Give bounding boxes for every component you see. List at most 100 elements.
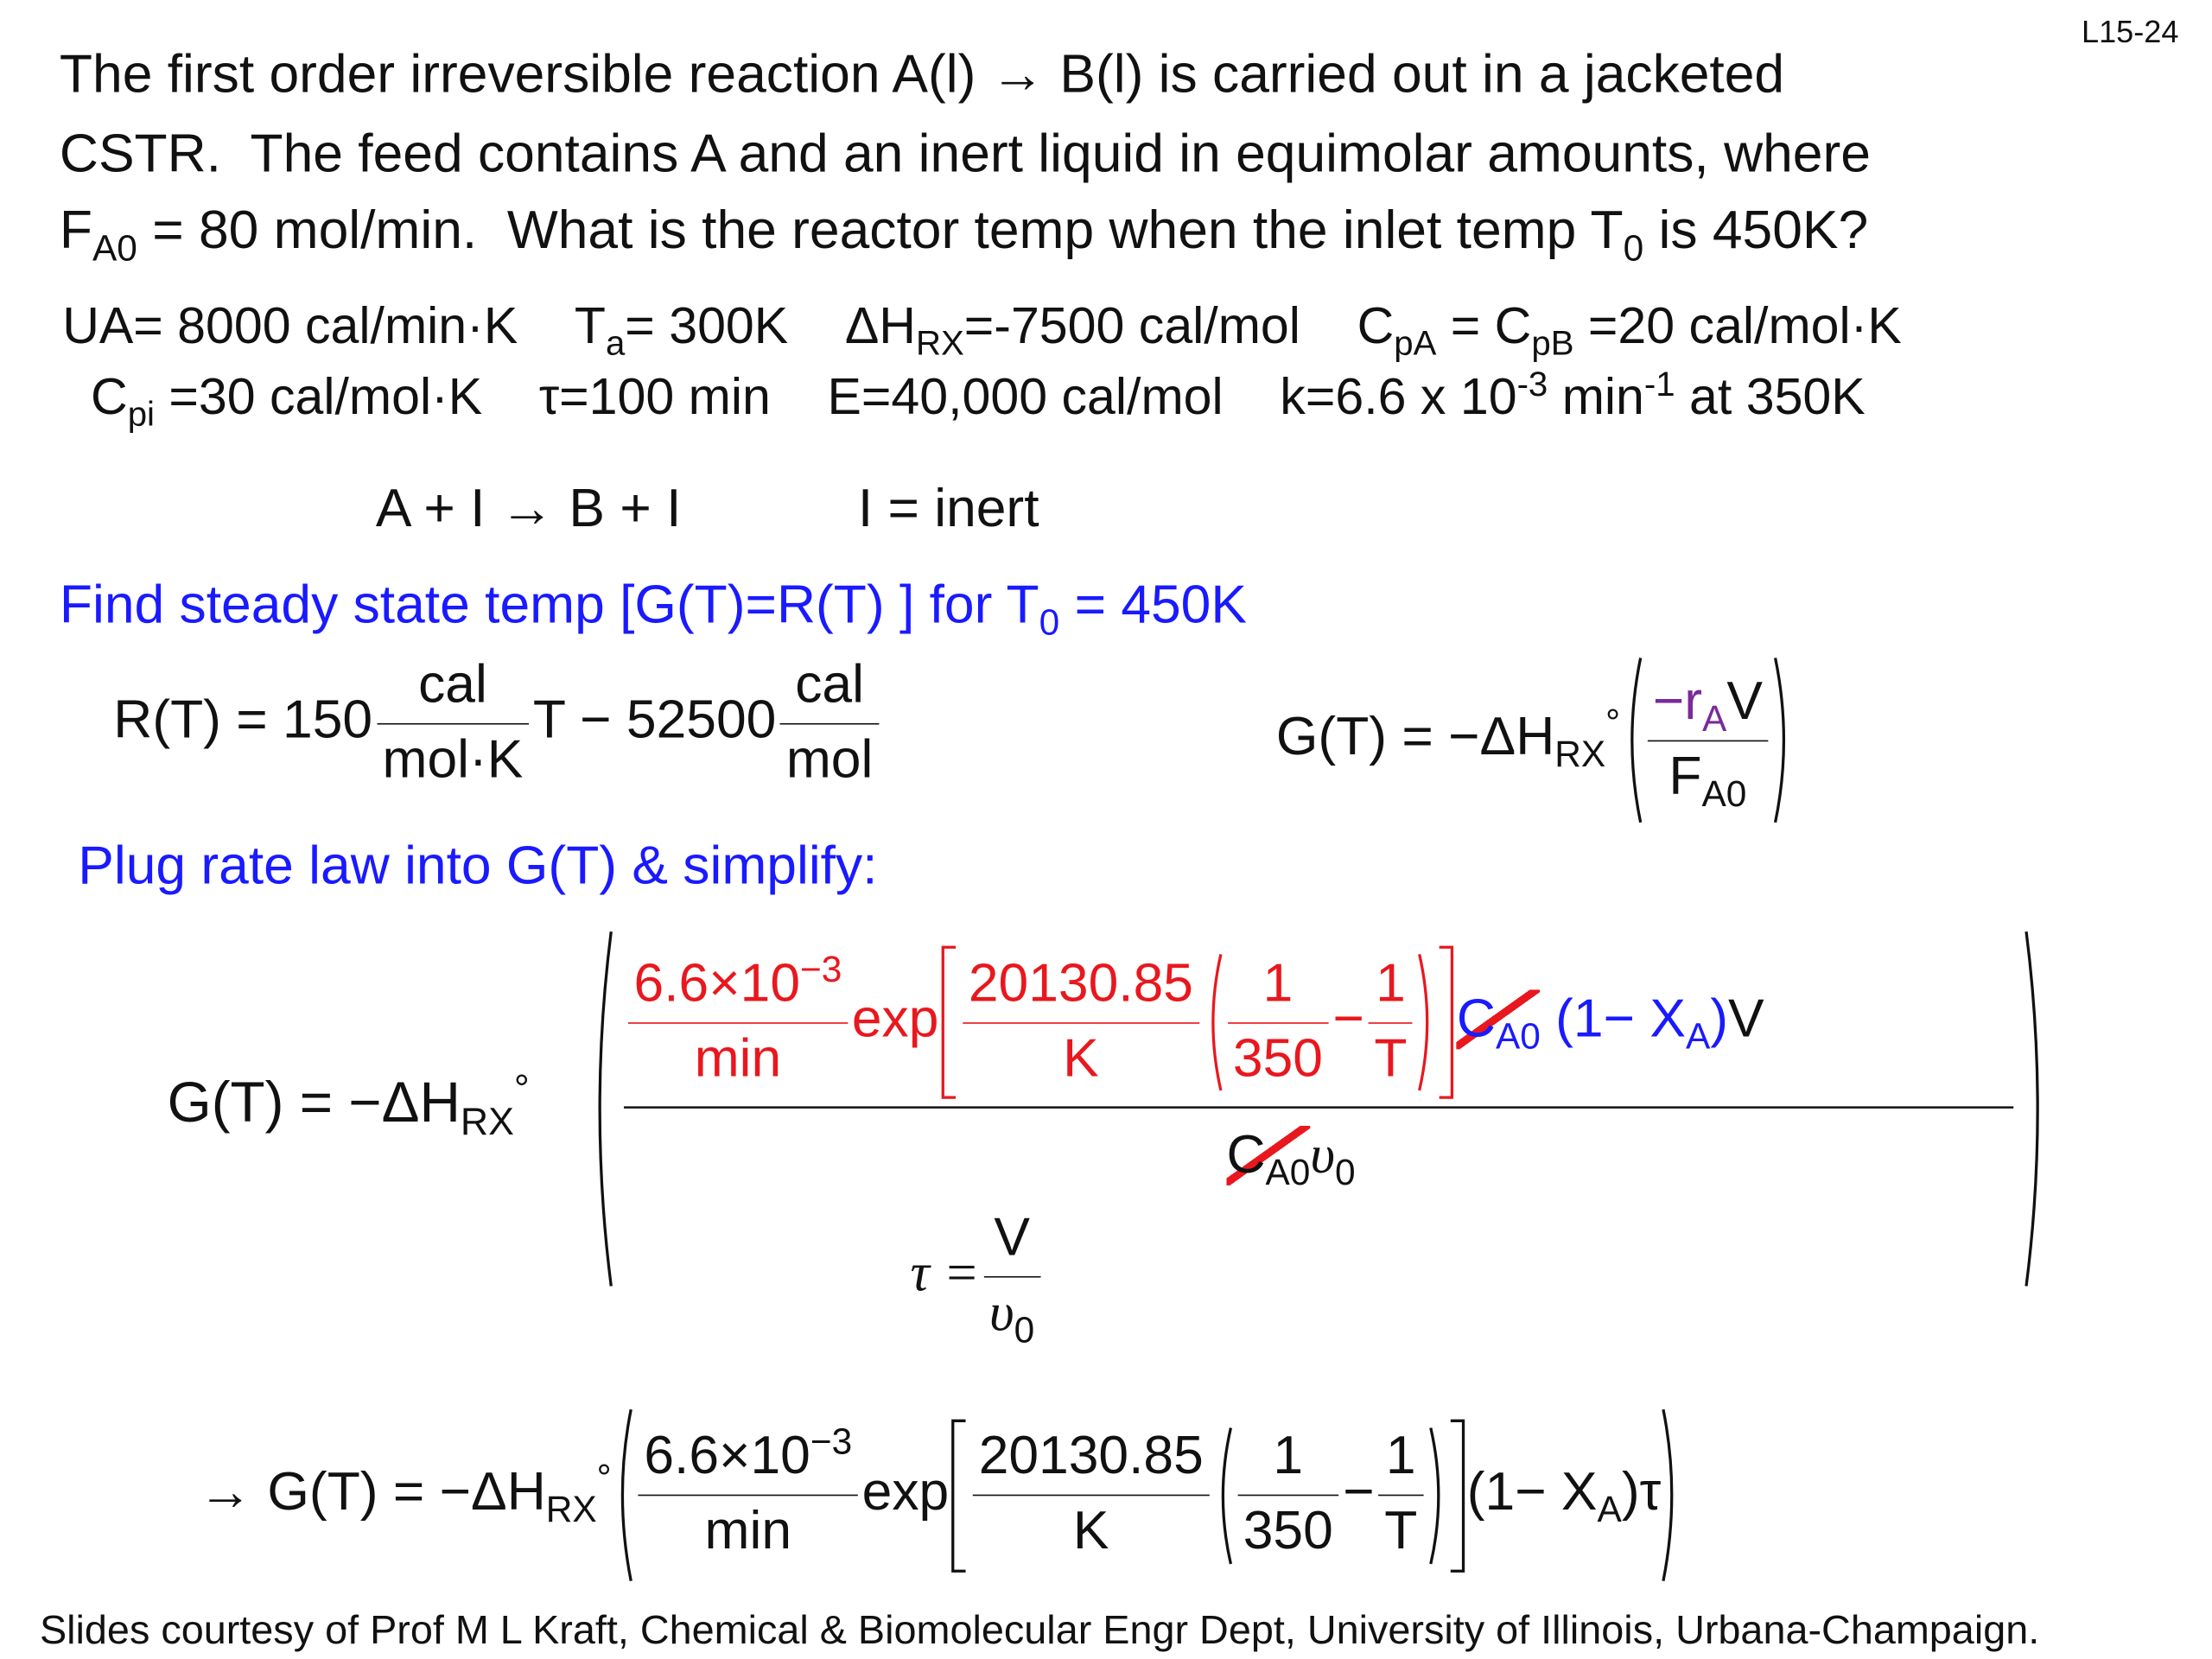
problem-line: The first order irreversible reaction A(… [59,45,1785,105]
text: RX [545,1490,597,1530]
text: G(T) = −ΔH [1275,707,1555,767]
heading: Plug rate law into G(T) & simplify: [78,836,878,897]
layout: 20130.85 K [963,954,1199,1090]
big-numerator: 6.6×10−3 min exp 20130.85 K 1 350−1 T CA0 (1− XA… [624,944,1764,1101]
layout [1211,954,1222,1091]
paren [1418,954,1429,1091]
text: − [1343,1462,1375,1522]
text: υ [1310,1125,1336,1185]
paren [1662,1408,1674,1582]
layout [1774,658,1786,823]
text: V [1726,671,1763,732]
paren [1211,954,1222,1091]
paren [1630,658,1642,823]
text: −3 [800,950,842,990]
text: 20130.85 [963,954,1199,1024]
text: τ=100 min [538,367,771,426]
text: V [983,1208,1040,1278]
text: 1 [1368,954,1414,1024]
text: (1− X [1466,1462,1598,1522]
text: A [1597,1490,1622,1530]
text: V [1728,989,1764,1050]
bracket [951,1418,966,1573]
layout [951,1418,966,1573]
text: -3 [1516,365,1548,404]
big-denominator: CA0υ0 [1226,1125,1356,1192]
text: mol·K [382,729,524,790]
body: L15-24 The first order irreversible reac… [39,16,2179,1651]
text: a [605,325,626,364]
layout: 6.6×10−3 min exp 20130.85 K 1 350−1 T [624,945,1457,1099]
text: pB [1531,325,1574,364]
layout: CA0 [1456,989,1541,1056]
text: RX [460,1098,514,1143]
text: 0 [1014,1310,1035,1351]
text: A0 [1701,774,1747,815]
text: A0 [1495,1017,1541,1058]
parameters: Cpi =30 cal/mol·K τ=100 min E=40,000 cal/m… [91,367,1866,432]
text: RX [1554,735,1606,776]
text: 1 [1227,954,1329,1024]
text: C [1226,1125,1266,1185]
text: 350 [1243,1501,1333,1561]
text: C [1357,296,1395,355]
paren [1774,658,1786,823]
footer: Slides courtesy of Prof M L Kraft, Chemi… [39,1607,2040,1654]
text: G(T) = −ΔH [167,1071,461,1135]
text: min [1548,367,1644,426]
problem-line: CSTR. The feed contains A and an inert l… [59,124,1871,185]
text: exp [851,989,939,1050]
bracket [1450,1418,1465,1573]
layout [1450,1418,1465,1573]
text: 6.6×10 [644,1427,810,1487]
layout: cal mol·K [376,655,529,791]
layout: 6.6×10−3 min [638,1425,858,1563]
text: min [694,1028,782,1089]
layout: 1 350 [1237,1427,1339,1563]
layout [1221,1427,1232,1564]
text: A0 [92,229,137,270]
text: =20 cal/mol·K [1573,296,1902,355]
text: ) [1710,989,1729,1050]
text: = 450K [1059,575,1247,636]
text: 20130.85 [973,1427,1210,1497]
layout [621,1408,633,1582]
text: 350 [1232,1028,1323,1089]
layout: −rAV [1647,671,1769,741]
text: → G(T) = −ΔH [198,1462,546,1522]
text: F [59,201,93,261]
layout: FA0 [1647,741,1768,812]
text: C [91,367,128,426]
text: RX [915,325,964,364]
problem-line: FA0 = 80 mol/min. What is the reactor te… [60,204,1868,267]
text: = C [1436,296,1532,355]
text: R(T) = 150 [113,690,373,751]
layout: cal mol [780,655,879,791]
layout: 1 350 [1227,954,1329,1090]
text: -1 [1643,365,1675,404]
text: E=40,000 cal/mol [827,367,1224,426]
text: =30 cal/mol·K [154,367,483,426]
text: is 450K? [1643,201,1869,261]
text: 0 [1335,1154,1356,1194]
text: 1 [1378,1427,1423,1497]
text: Find steady state temp [G(T)=R(T) ] for … [59,575,1039,636]
layout: 6.6×10−3 min [627,952,848,1090]
text: ΔH [844,296,916,355]
text: cal [376,655,529,725]
slide-number: L15-24 [2082,14,2179,50]
text: 6.6×10 [633,954,801,1014]
text: K [1063,1028,1099,1089]
text: pi [127,396,155,435]
text: T [1374,1028,1408,1089]
layout [1440,945,1454,1099]
layout: 6.6×10−3 [627,952,848,1024]
text: k=6.6 x 10 [1280,367,1517,426]
heading: Find steady state temp [G(T)=R(T) ] for … [60,579,1247,642]
text: ° [513,1065,530,1110]
parameters: UA= 8000 cal/min·K Ta= 300K ΔHRX=-7500 cal… [62,300,1902,361]
